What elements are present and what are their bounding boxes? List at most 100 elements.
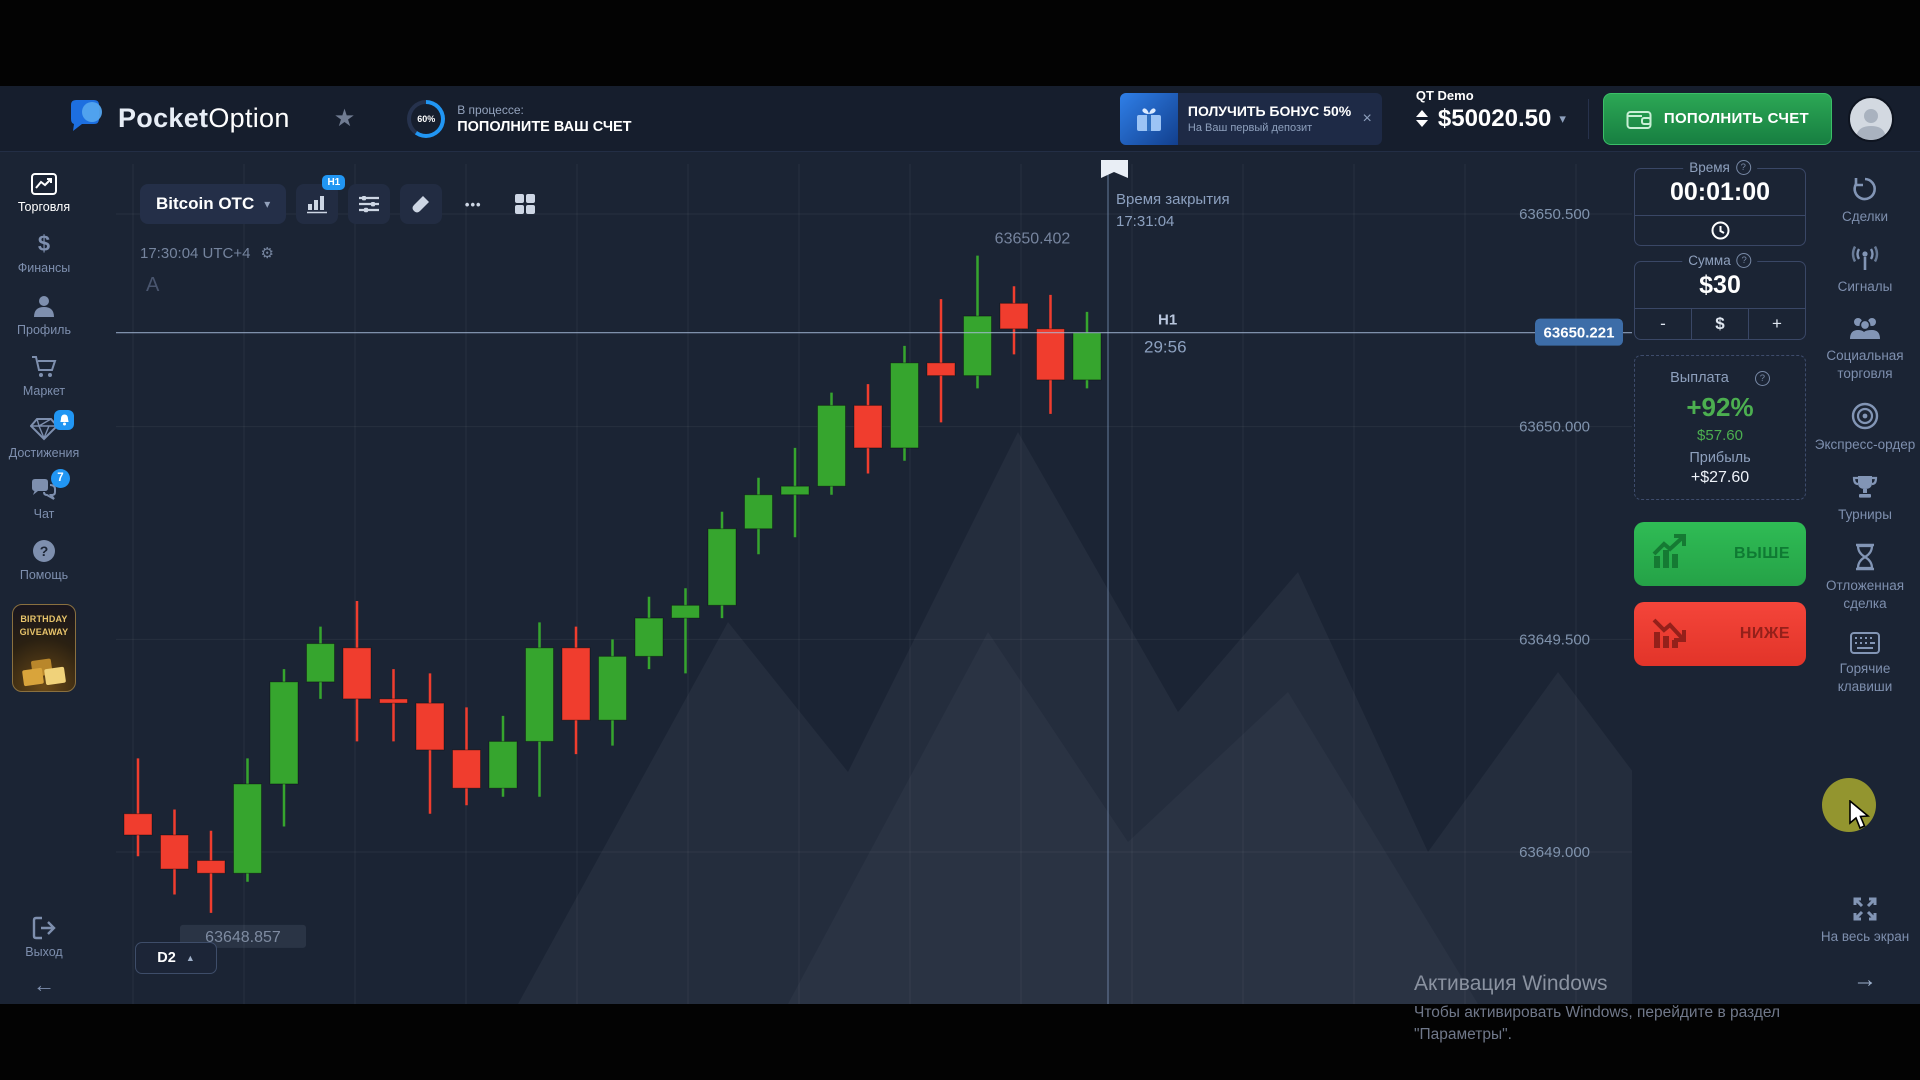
- candle-body: [890, 362, 919, 449]
- sliders-icon: [359, 196, 380, 213]
- help-circle-icon: ?: [33, 540, 55, 563]
- amount-value[interactable]: $30: [1699, 270, 1741, 299]
- logo[interactable]: PocketOption: [68, 99, 290, 138]
- fullscreen-button[interactable]: На весь экран: [1812, 886, 1918, 956]
- sidebar-item-finances[interactable]: $ Финансы: [17, 232, 71, 276]
- candle-body: [1072, 332, 1102, 381]
- indicators-button[interactable]: [348, 184, 391, 224]
- low-price-marker: 63648.857: [205, 929, 281, 946]
- price-axis-label: 63650.500: [1519, 206, 1590, 223]
- wallet-icon: [1626, 110, 1652, 129]
- account-balance[interactable]: QT Demo $50020.50 ▾: [1415, 88, 1566, 133]
- account-switch-icon: [1415, 110, 1428, 127]
- sidebar-item-help[interactable]: ? Помощь: [2, 530, 86, 591]
- countdown-value: 29:56: [1144, 338, 1187, 357]
- rail-item-tournaments[interactable]: Турниры: [1812, 464, 1918, 534]
- bonus-image: [1119, 92, 1178, 145]
- deposit-button[interactable]: ПОПОЛНИТЬ СЧЕТ: [1602, 92, 1832, 145]
- deposit-label: ПОПОЛНИТЬ СЧЕТ: [1663, 110, 1809, 127]
- price-axis-label: 63650.000: [1519, 419, 1590, 436]
- server-clock: 17:30:04 UTC+4 ⚙: [140, 244, 274, 263]
- rail-item-social-trading[interactable]: Социальная торговля: [1812, 305, 1918, 392]
- payout-percent: +92%: [1686, 392, 1754, 422]
- candle-body: [233, 783, 262, 874]
- candle-body: [379, 698, 408, 704]
- bonus-subtitle: На Ваш первый депозит: [1187, 122, 1313, 134]
- chart-type-button[interactable]: H1: [296, 175, 346, 224]
- sidebar-item-achievements[interactable]: Достижения: [2, 408, 86, 469]
- layout-grid-button[interactable]: [504, 184, 546, 224]
- amount-currency-button[interactable]: $: [1691, 309, 1748, 339]
- candle-body: [415, 702, 445, 751]
- time-value[interactable]: 00:01:00: [1669, 177, 1771, 206]
- trophy-icon: [1852, 475, 1878, 498]
- chevron-down-icon: ▾: [264, 197, 271, 211]
- rail-item-trades[interactable]: Сделки: [1812, 166, 1918, 236]
- trend-down-icon: [1650, 614, 1690, 655]
- chart-watermark: A: [146, 274, 160, 296]
- time-box: Время ? 00:01:00: [1634, 160, 1806, 246]
- chevron-down-icon: ▾: [1559, 110, 1566, 126]
- amount-increase-button[interactable]: +: [1748, 309, 1805, 339]
- candle-body: [160, 834, 189, 870]
- help-icon[interactable]: ?: [1754, 370, 1770, 386]
- clock-text: 17:30:04 UTC+4: [140, 244, 251, 262]
- right-rail: Сделки Сигналы: [1810, 152, 1920, 1004]
- rail-item-signals[interactable]: Сигналы: [1812, 236, 1918, 306]
- candlestick-chart[interactable]: 63650.500 63650.000 63649.500 63649.000 Врем…: [88, 152, 1632, 1004]
- time-mode-button[interactable]: [1635, 215, 1805, 245]
- svg-text:$: $: [38, 232, 50, 256]
- avatar[interactable]: [1848, 95, 1894, 142]
- dollar-icon: $: [38, 232, 50, 256]
- price-axis-label: 63649.000: [1519, 844, 1590, 861]
- expand-arrow-icon[interactable]: →: [1853, 966, 1877, 993]
- logout-icon: [32, 916, 56, 939]
- deposit-progress-widget[interactable]: 60% В процессе: ПОПОЛНИТЕ ВАШ СЧЕТ: [407, 99, 632, 138]
- account-type: QT Demo: [1415, 87, 1474, 103]
- candle-body: [342, 647, 372, 700]
- birthday-giveaway-banner[interactable]: BIRTHDAY GIVEAWAY: [12, 603, 76, 692]
- favorite-star-icon[interactable]: ★: [333, 105, 356, 132]
- trade-panel: Время ? 00:01:00 Сумма ?: [1632, 152, 1810, 1004]
- sidebar-item-trading[interactable]: Торговля: [2, 164, 86, 223]
- cart-icon: [32, 356, 57, 378]
- chart-toolbar: Bitcoin OTC ▾ H1: [140, 175, 546, 224]
- progress-percent: 60%: [417, 113, 436, 124]
- payout-label: Выплата: [1670, 370, 1729, 386]
- candle-body: [598, 655, 627, 721]
- candle-body: [999, 302, 1029, 330]
- sidebar-item-logout[interactable]: Выход: [2, 907, 86, 968]
- clock-icon: [1711, 221, 1729, 240]
- brush-icon: [412, 196, 430, 213]
- collapse-arrow-icon[interactable]: ←: [33, 972, 55, 997]
- mountain-background: [518, 432, 1632, 1004]
- help-icon[interactable]: ?: [1736, 253, 1752, 268]
- rail-item-pending-trade[interactable]: Отложенная сделка: [1812, 533, 1918, 622]
- period-selector[interactable]: D2 ▲: [135, 942, 217, 974]
- gift-icon: [1136, 107, 1161, 131]
- sidebar-item-profile[interactable]: Профиль: [2, 285, 86, 346]
- asset-selector[interactable]: Bitcoin OTC ▾: [140, 184, 287, 224]
- candle-body: [452, 749, 481, 789]
- candle-body: [306, 643, 335, 683]
- close-icon[interactable]: ×: [1362, 109, 1372, 127]
- bonus-banner[interactable]: ПОЛУЧИТЬ БОНУС 50% На Ваш первый депозит…: [1119, 92, 1382, 145]
- help-icon[interactable]: ?: [1735, 160, 1751, 175]
- people-icon: [1850, 318, 1880, 340]
- rail-item-hotkeys[interactable]: Горячие клавиши: [1812, 622, 1918, 705]
- keyboard-icon: [1850, 632, 1880, 655]
- drawing-tools-button[interactable]: [400, 184, 443, 224]
- lower-button[interactable]: НИЖЕ: [1634, 602, 1806, 666]
- candle-body: [561, 647, 591, 721]
- more-options-button[interactable]: •••: [452, 184, 494, 224]
- candle-body: [269, 681, 299, 785]
- diamond-icon: [30, 417, 58, 440]
- grid-icon: [515, 194, 536, 214]
- gear-icon[interactable]: ⚙: [260, 245, 274, 262]
- rail-item-express-order[interactable]: Экспресс-ордер: [1812, 392, 1918, 464]
- higher-button[interactable]: ВЫШЕ: [1634, 522, 1806, 586]
- closing-time-value: 17:31:04: [1116, 213, 1174, 230]
- amount-decrease-button[interactable]: -: [1660, 314, 1666, 333]
- sidebar-item-market[interactable]: Маркет: [2, 346, 86, 407]
- sidebar-item-chat[interactable]: 7 Чат: [2, 468, 86, 530]
